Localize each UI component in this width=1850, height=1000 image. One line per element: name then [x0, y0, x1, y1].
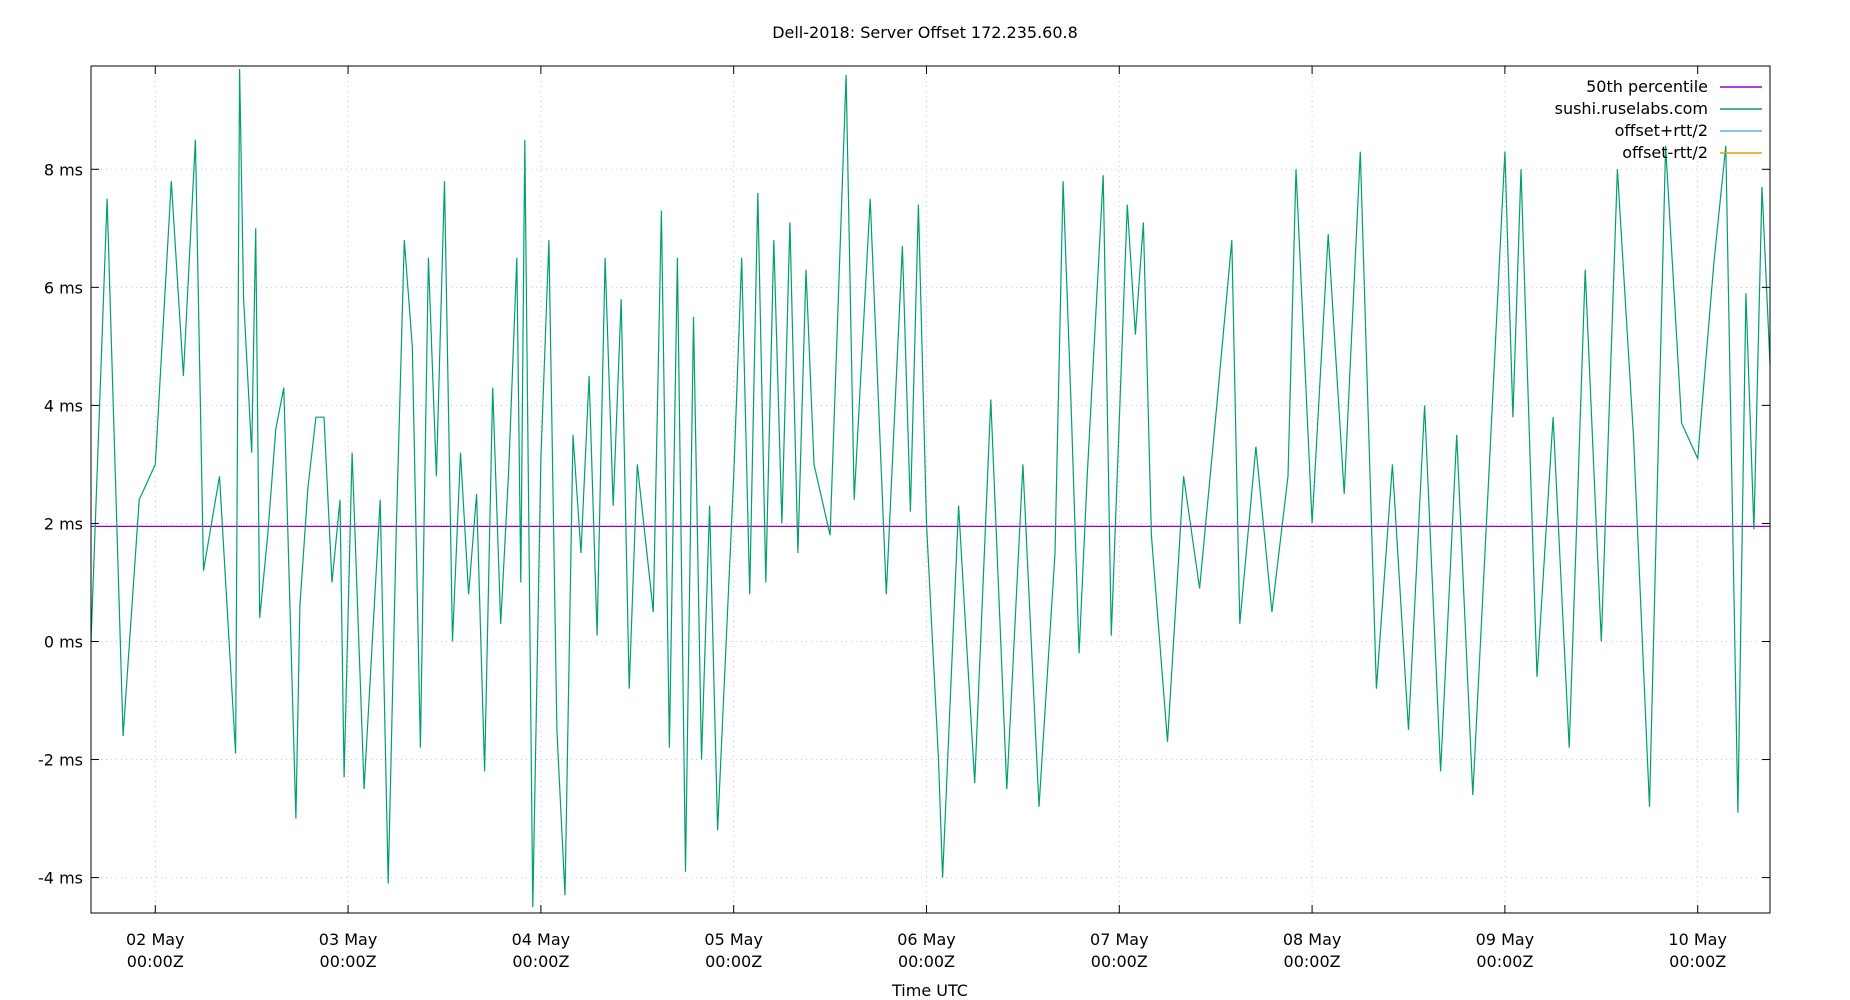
x-tick-label-date: 03 May	[319, 930, 378, 949]
y-tick-label: 2 ms	[44, 514, 83, 533]
legend-label: sushi.ruselabs.com	[1555, 99, 1708, 118]
x-tick-label-date: 06 May	[897, 930, 956, 949]
x-tick-label-time: 00:00Z	[512, 952, 569, 971]
y-tick-label: -2 ms	[38, 751, 83, 770]
grid	[91, 66, 1770, 913]
plot-frame	[90, 65, 1771, 914]
y-tick-label: 8 ms	[44, 160, 83, 179]
series-layer	[90, 68, 1771, 908]
legend: 50th percentile sushi.ruselabs.com offset+…	[1555, 77, 1762, 162]
x-tick-label-time: 00:00Z	[898, 952, 955, 971]
legend-label: offset-rtt/2	[1622, 143, 1708, 162]
x-tick-label-time: 00:00Z	[1284, 952, 1341, 971]
x-tick-label-date: 10 May	[1668, 930, 1727, 949]
y-tick-label: 6 ms	[44, 278, 83, 297]
x-tick-label-date: 05 May	[704, 930, 763, 949]
legend-label: 50th percentile	[1586, 77, 1708, 96]
y-tick-label: -4 ms	[38, 869, 83, 888]
y-axis: -4 ms -2 ms 0 ms 2 ms 4 ms 6 ms 8 ms	[38, 160, 1770, 888]
x-tick-label-date: 02 May	[126, 930, 185, 949]
series-line-offset	[90, 68, 1771, 908]
x-tick-label-time: 00:00Z	[320, 952, 377, 971]
x-tick-label-time: 00:00Z	[1476, 952, 1533, 971]
x-axis-label: Time UTC	[891, 981, 968, 1000]
legend-label: offset+rtt/2	[1615, 121, 1708, 140]
x-tick-label-date: 08 May	[1283, 930, 1342, 949]
chart-title: Dell-2018: Server Offset 172.235.60.8	[772, 23, 1078, 42]
x-tick-label-date: 09 May	[1476, 930, 1535, 949]
x-tick-label-time: 00:00Z	[1669, 952, 1726, 971]
x-tick-label-date: 07 May	[1090, 930, 1149, 949]
y-tick-label: 0 ms	[44, 632, 83, 651]
x-tick-label-time: 00:00Z	[705, 952, 762, 971]
x-tick-label-time: 00:00Z	[127, 952, 184, 971]
x-tick-label-date: 04 May	[512, 930, 571, 949]
x-tick-label-time: 00:00Z	[1091, 952, 1148, 971]
x-axis: 02 May 00:00Z 03 May 00:00Z 04 May 00:00Z 05 M…	[126, 66, 1727, 971]
y-tick-label: 4 ms	[44, 396, 83, 415]
